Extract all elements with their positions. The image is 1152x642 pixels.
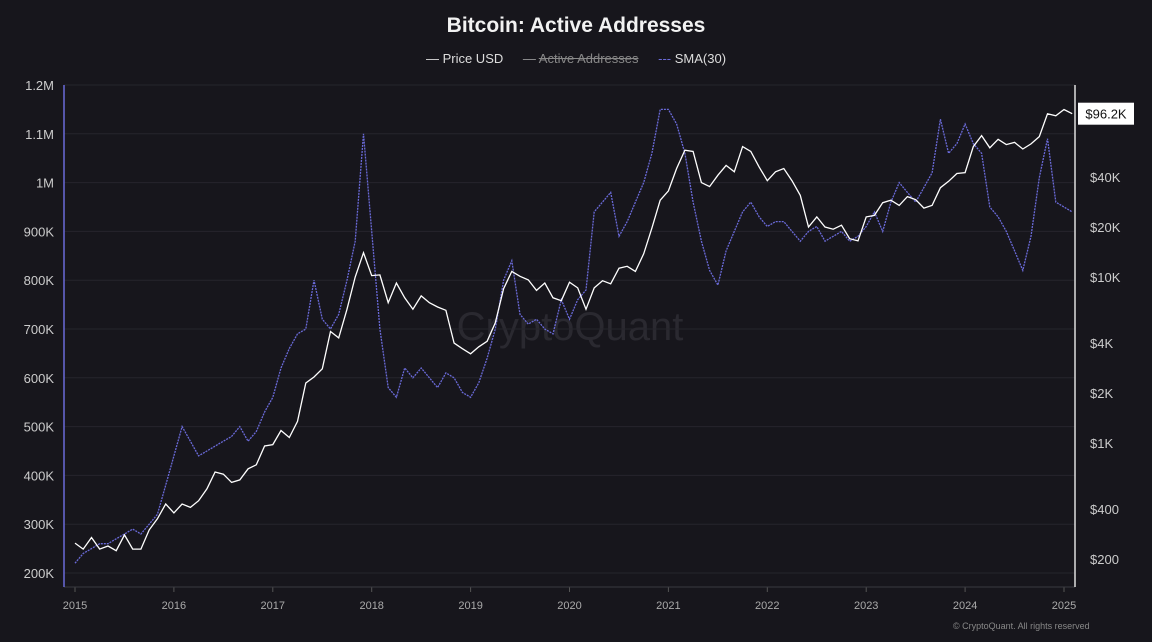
legend-price[interactable]: — Price USD — [425, 51, 504, 66]
legend: — Price USD — Active Addresses --- SMA(3… — [0, 51, 1152, 66]
legend-label: SMA(30) — [674, 51, 727, 66]
x-tick-label: 2022 — [755, 600, 779, 612]
x-tick-label: 2020 — [557, 600, 581, 612]
y-left-tick-label: 600K — [24, 371, 55, 386]
x-tick-label: 2025 — [1052, 600, 1076, 612]
x-tick-label: 2015 — [63, 600, 87, 612]
y-right-tick-label: $1K — [1090, 436, 1113, 451]
y-left-tick-label: 300K — [24, 517, 55, 532]
price-line — [74, 108, 1073, 552]
last-price-badge — [1078, 102, 1134, 125]
y-right-tick-label: $40K — [1090, 170, 1121, 185]
y-right-tick-label: $200 — [1090, 552, 1119, 567]
legend-sma[interactable]: --- SMA(30) — [658, 51, 727, 66]
y-left-tick-label: 1M — [36, 176, 54, 191]
last-price-label: $96.2K — [1085, 107, 1127, 122]
y-left-tick-label: 1.1M — [25, 127, 54, 142]
legend-label: Price USD — [442, 51, 504, 66]
x-tick-label: 2019 — [458, 600, 482, 612]
y-right-tick-label: $10K — [1090, 270, 1121, 285]
x-tick-label: 2017 — [261, 600, 285, 612]
y-left-tick-label: 400K — [24, 468, 55, 483]
y-left-tick-label: 700K — [24, 322, 55, 337]
y-left-tick-label: 200K — [24, 566, 55, 581]
y-left-tick-label: 900K — [24, 224, 55, 239]
x-tick-label: 2021 — [656, 600, 680, 612]
y-left-tick-label: 1.2M — [25, 78, 54, 93]
y-right-tick-label: $2K — [1090, 386, 1113, 401]
x-tick-label: 2024 — [953, 600, 977, 612]
sma30-line — [74, 108, 1073, 564]
y-right-tick-label: $4K — [1090, 336, 1113, 351]
x-tick-label: 2016 — [162, 600, 186, 612]
y-right-tick-label: $400 — [1090, 502, 1119, 517]
copyright: © CryptoQuant. All rights reserved — [953, 621, 1090, 631]
x-tick-label: 2023 — [854, 600, 878, 612]
legend-active-addresses[interactable]: — Active Addresses — [522, 51, 639, 66]
y-left-tick-label: 500K — [24, 420, 55, 435]
y-right-tick-label: $20K — [1090, 220, 1121, 235]
watermark: CryptoQuant — [457, 305, 684, 349]
chart-title: Bitcoin: Active Addresses — [446, 14, 706, 37]
legend-label: Active Addresses — [538, 51, 639, 66]
y-left-tick-label: 800K — [24, 273, 55, 288]
x-tick-label: 2018 — [359, 600, 383, 612]
